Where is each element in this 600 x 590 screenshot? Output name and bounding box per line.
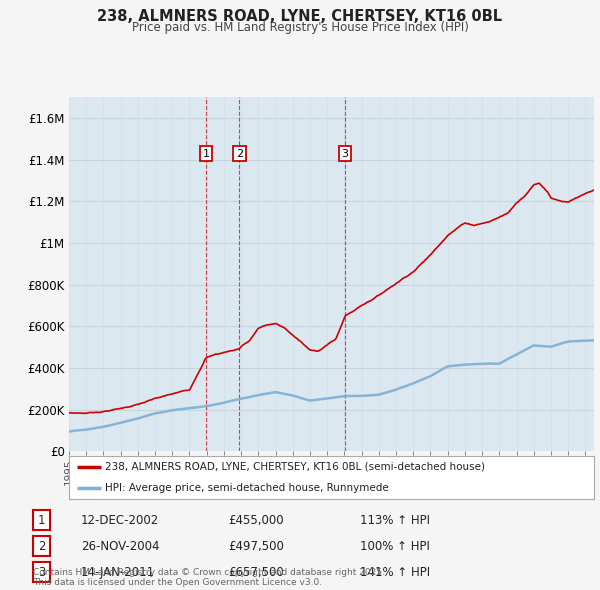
Text: £657,500: £657,500	[228, 566, 284, 579]
Text: Contains HM Land Registry data © Crown copyright and database right 2025.
This d: Contains HM Land Registry data © Crown c…	[33, 568, 385, 587]
Text: Price paid vs. HM Land Registry's House Price Index (HPI): Price paid vs. HM Land Registry's House …	[131, 21, 469, 34]
Text: 238, ALMNERS ROAD, LYNE, CHERTSEY, KT16 0BL: 238, ALMNERS ROAD, LYNE, CHERTSEY, KT16 …	[97, 9, 503, 24]
Text: £497,500: £497,500	[228, 540, 284, 553]
Text: 1: 1	[202, 149, 209, 159]
Text: 3: 3	[38, 566, 45, 579]
Text: 2: 2	[38, 540, 45, 553]
Text: 12-DEC-2002: 12-DEC-2002	[81, 514, 159, 527]
Text: 238, ALMNERS ROAD, LYNE, CHERTSEY, KT16 0BL (semi-detached house): 238, ALMNERS ROAD, LYNE, CHERTSEY, KT16 …	[105, 462, 485, 471]
Text: £455,000: £455,000	[228, 514, 284, 527]
Text: 141% ↑ HPI: 141% ↑ HPI	[360, 566, 430, 579]
Text: 3: 3	[341, 149, 349, 159]
Text: 1: 1	[38, 514, 45, 527]
Text: 113% ↑ HPI: 113% ↑ HPI	[360, 514, 430, 527]
Text: 100% ↑ HPI: 100% ↑ HPI	[360, 540, 430, 553]
Text: HPI: Average price, semi-detached house, Runnymede: HPI: Average price, semi-detached house,…	[105, 483, 388, 493]
Text: 14-JAN-2011: 14-JAN-2011	[81, 566, 155, 579]
Text: 2: 2	[236, 149, 243, 159]
Text: 26-NOV-2004: 26-NOV-2004	[81, 540, 160, 553]
